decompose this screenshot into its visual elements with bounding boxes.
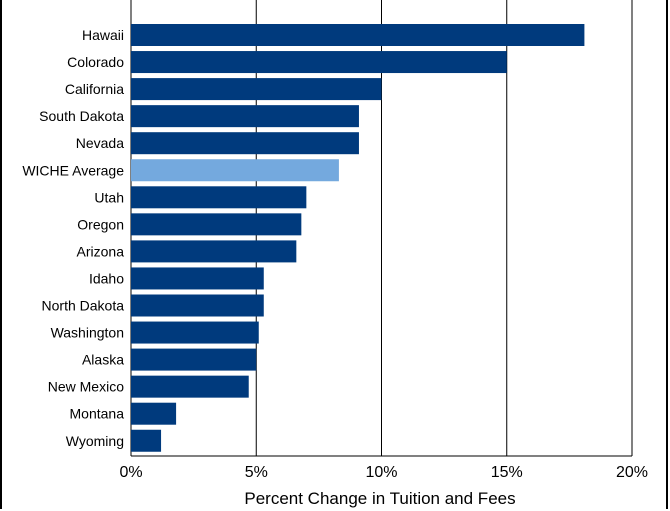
bar [131, 24, 585, 46]
category-label: Wyoming [66, 433, 124, 449]
category-label: Nevada [76, 135, 124, 151]
x-tick-label: 10% [365, 464, 397, 481]
category-label: WICHE Average [22, 162, 124, 178]
bar [131, 132, 359, 155]
category-label: North Dakota [42, 298, 125, 314]
bar [131, 159, 339, 182]
bar [131, 186, 307, 209]
bar [131, 429, 162, 452]
bar [131, 213, 302, 236]
category-label: California [65, 81, 124, 97]
x-tick-labels: 0% 5% 10% 15% 20% [119, 464, 648, 481]
x-axis-title: Percent Change in Tuition and Fees [244, 489, 515, 508]
category-label: Arizona [77, 243, 125, 259]
bars [131, 24, 585, 452]
x-tick-label: 15% [491, 464, 523, 481]
category-labels: Hawaii Colorado California South Dakota Neva… [22, 27, 124, 449]
bar [131, 105, 359, 128]
bar [131, 375, 249, 398]
bar [131, 348, 257, 371]
bar [131, 294, 264, 317]
bar [131, 240, 297, 263]
category-label: Washington [51, 325, 124, 341]
category-label: Oregon [77, 216, 124, 232]
x-tick-label: 20% [616, 464, 648, 481]
category-label: Alaska [82, 352, 124, 368]
bar [131, 321, 259, 344]
bar [131, 51, 507, 74]
x-tick-label: 0% [119, 464, 142, 481]
category-label: Montana [70, 406, 125, 422]
category-label: Colorado [67, 54, 124, 70]
bar [131, 78, 382, 101]
category-label: Idaho [89, 270, 124, 286]
category-label: Hawaii [82, 27, 124, 43]
bar [131, 267, 264, 290]
bar [131, 402, 177, 425]
category-label: Utah [94, 189, 124, 205]
x-tick-label: 5% [245, 464, 268, 481]
category-label: New Mexico [48, 379, 124, 395]
category-label: South Dakota [39, 108, 124, 124]
